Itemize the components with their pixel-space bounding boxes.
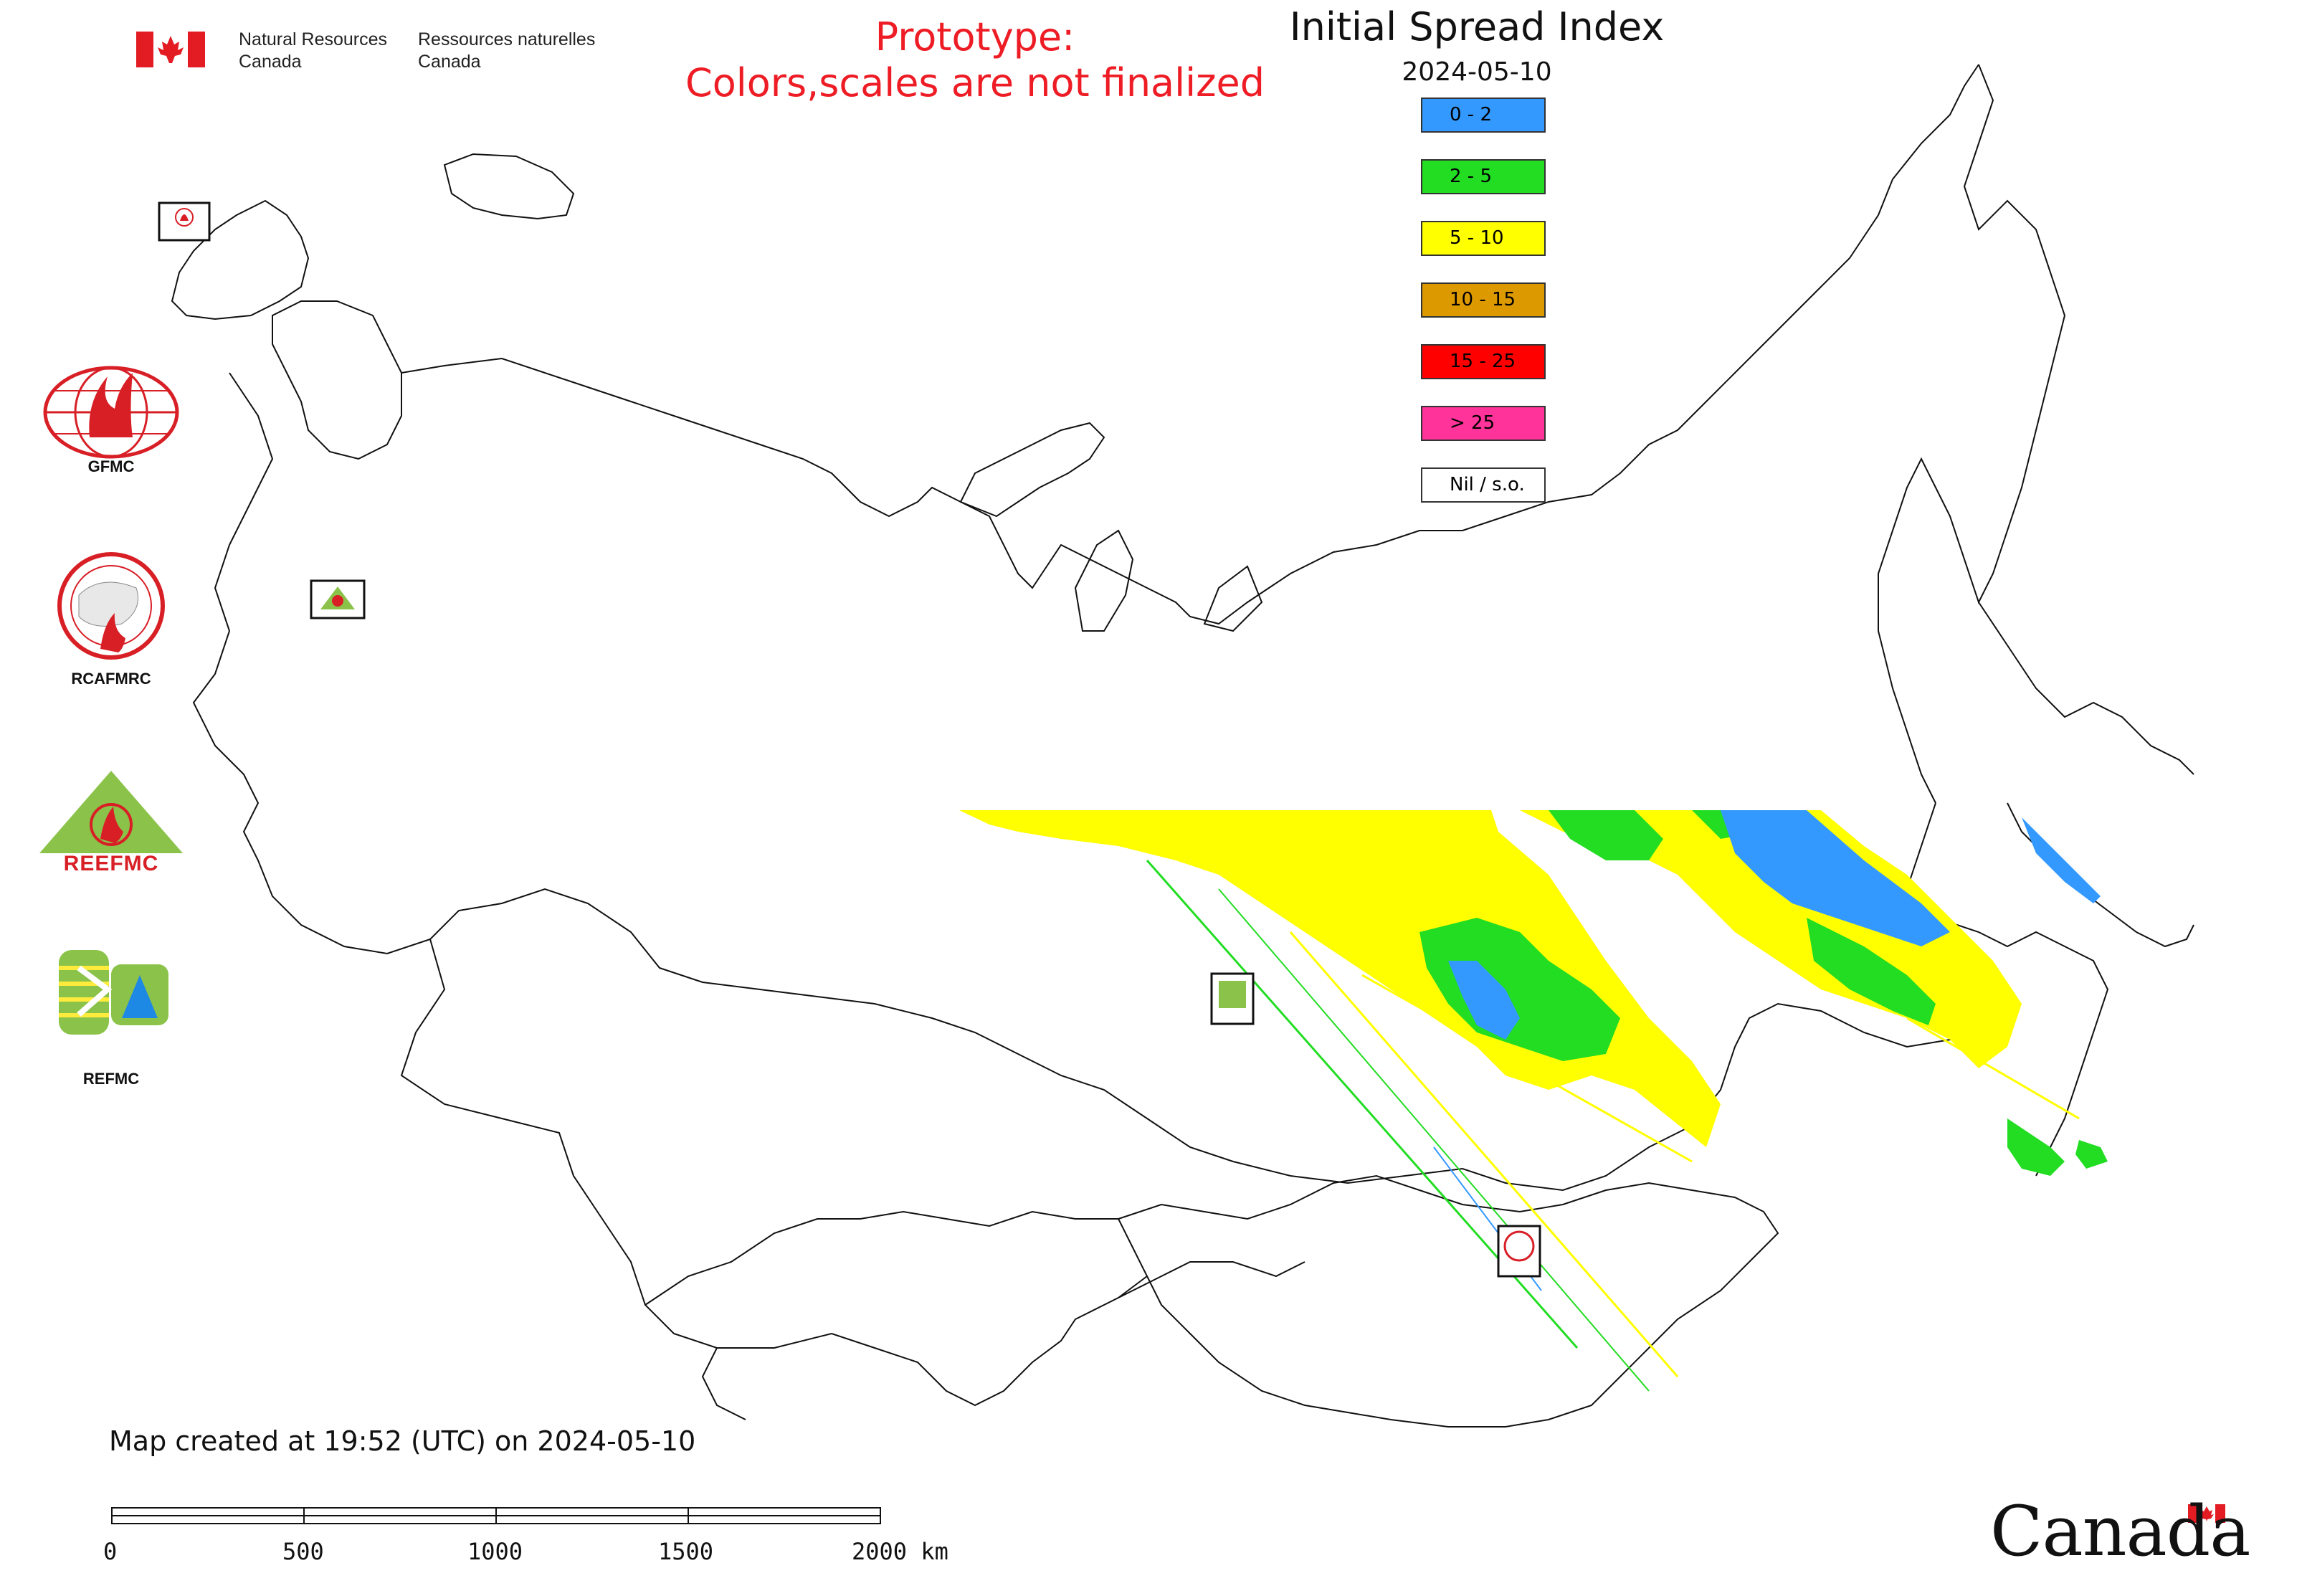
legend-item: 2 - 5 bbox=[1421, 159, 1546, 194]
org-en-line1: Natural Resources bbox=[239, 29, 388, 49]
prototype-line2: Colors,scales are not finalized bbox=[685, 60, 1265, 105]
scale-label-0: 0 bbox=[103, 1538, 118, 1565]
swath-green-mid bbox=[1419, 918, 1620, 1061]
swath-blue-east bbox=[1721, 810, 1950, 946]
country-borders bbox=[171, 64, 2194, 1428]
nrcan-signature: Natural Resources Canada Ressources natu… bbox=[135, 29, 637, 79]
scale-bar bbox=[111, 1507, 881, 1524]
prototype-line1: Prototype: bbox=[875, 14, 1075, 60]
swath-yellow-west bbox=[959, 810, 1721, 1147]
org-fr-line2: Canada bbox=[418, 52, 481, 72]
scale-label-1500: 1500 bbox=[658, 1538, 714, 1565]
legend-item: 15 - 25 bbox=[1421, 344, 1546, 379]
reefmc-logo-icon bbox=[39, 771, 183, 869]
canada-wordmark: Canada bbox=[1990, 1491, 2250, 1572]
refmc-logo-icon bbox=[59, 950, 168, 1035]
legend-item: > 25 bbox=[1421, 406, 1546, 441]
rcafmrc-logo-icon bbox=[57, 552, 165, 660]
map-logo-frames bbox=[158, 201, 1541, 1278]
org-en-line2: Canada bbox=[239, 52, 302, 72]
prototype-notice: Prototype: Colors,scales are not finaliz… bbox=[631, 14, 1319, 106]
created-timestamp: Map created at 19:52 (UTC) on 2024-05-10 bbox=[109, 1425, 696, 1457]
swath-green-north bbox=[1549, 810, 1663, 860]
map-date: 2024-05-10 bbox=[1402, 57, 1552, 87]
map-title: Initial Spread Index bbox=[1289, 4, 1665, 49]
org-fr-line1: Ressources naturelles bbox=[418, 29, 596, 49]
scale-label-500: 500 bbox=[282, 1538, 324, 1565]
gfmc-small-icon bbox=[175, 208, 194, 227]
scale-label-2000: 2000 km bbox=[852, 1538, 948, 1565]
legend-item: Nil / s.o. bbox=[1421, 467, 1546, 503]
canada-wordmark-flag-icon bbox=[2188, 1504, 2225, 1523]
rcafmrc-label: RCAFMRC bbox=[71, 670, 151, 688]
reefmc-label: REEFMC bbox=[63, 852, 159, 875]
rcafmrc-small-icon bbox=[1503, 1230, 1535, 1262]
scale-label-1000: 1000 bbox=[467, 1538, 523, 1565]
gfmc-logo-icon bbox=[43, 366, 179, 459]
isi-data-swath bbox=[959, 810, 2108, 1392]
legend-item: 0 - 2 bbox=[1421, 98, 1546, 133]
refmc-small-icon bbox=[1219, 981, 1246, 1008]
gfmc-label: GFMC bbox=[87, 457, 135, 475]
canada-flag-icon bbox=[136, 32, 205, 67]
refmc-label: REFMC bbox=[82, 1070, 140, 1088]
legend-item: 10 - 15 bbox=[1421, 282, 1546, 318]
legend-item: 5 - 10 bbox=[1421, 221, 1546, 256]
swath-blue-mid bbox=[1448, 961, 1520, 1040]
